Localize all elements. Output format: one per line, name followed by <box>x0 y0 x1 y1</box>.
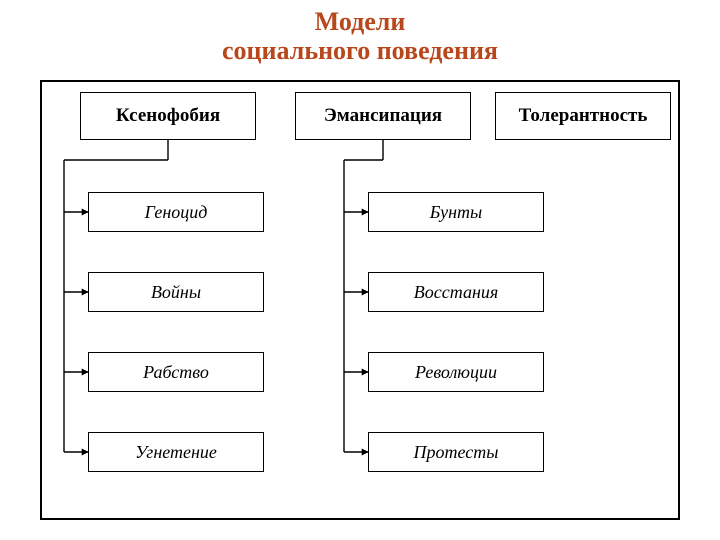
child-node-protests: Протесты <box>368 432 544 472</box>
top-node-tolerance: Толерантность <box>495 92 671 140</box>
child-node-revolutions: Революции <box>368 352 544 392</box>
child-node-slavery: Рабство <box>88 352 264 392</box>
title-line2: социального поведения <box>0 37 720 66</box>
child-node-uprisings: Восстания <box>368 272 544 312</box>
title-line1: Модели <box>0 8 720 37</box>
top-node-emancipation: Эмансипация <box>295 92 471 140</box>
child-node-riots: Бунты <box>368 192 544 232</box>
diagram-title: Модели социального поведения <box>0 0 720 65</box>
child-node-wars: Войны <box>88 272 264 312</box>
child-node-oppression: Угнетение <box>88 432 264 472</box>
child-node-genocide: Геноцид <box>88 192 264 232</box>
top-node-xenophobia: Ксенофобия <box>80 92 256 140</box>
